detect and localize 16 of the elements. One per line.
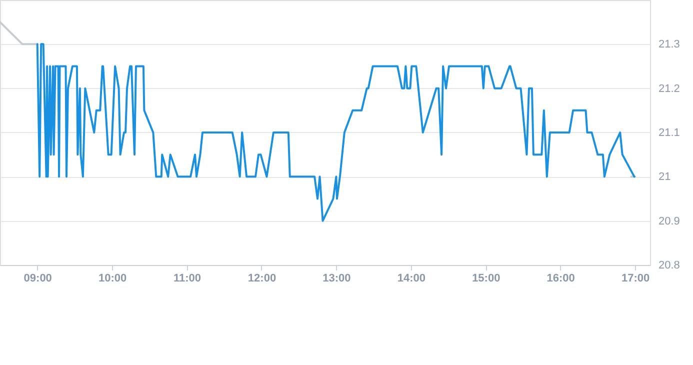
x-tick-label: 09:00 bbox=[24, 272, 52, 284]
x-tick-label: 14:00 bbox=[397, 272, 426, 284]
x-tick-label: 11:00 bbox=[174, 272, 202, 284]
y-tick-label: 20.9 bbox=[658, 215, 680, 228]
x-tick-label: 17:00 bbox=[621, 272, 650, 284]
y-tick-label: 21.2 bbox=[658, 82, 680, 95]
y-tick-label: 21.3 bbox=[658, 38, 680, 51]
x-tick-label: 10:00 bbox=[98, 272, 127, 284]
x-tick-label: 15:00 bbox=[472, 272, 500, 284]
y-tick-label: 21 bbox=[658, 171, 671, 184]
y-tick-label: 20.8 bbox=[658, 260, 680, 272]
y-tick-label: 21.1 bbox=[658, 127, 680, 139]
x-tick-label: 16:00 bbox=[546, 272, 575, 284]
line-series bbox=[36, 43, 636, 222]
x-tick-label: 13:00 bbox=[322, 272, 351, 284]
x-tick-label: 12:00 bbox=[248, 272, 276, 284]
